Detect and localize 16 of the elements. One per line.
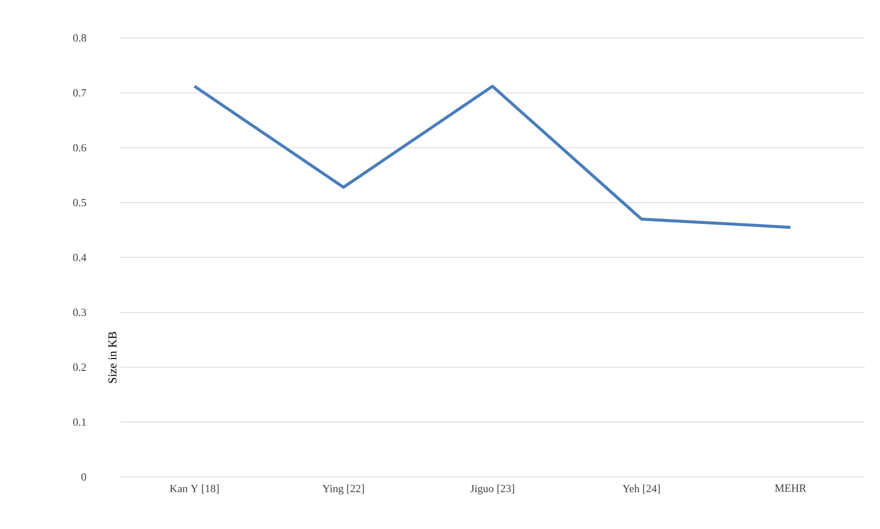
line-series [193, 84, 792, 229]
y-tick-label: 0.6 [73, 144, 86, 152]
y-tick-label: 0.8 [73, 34, 86, 42]
x-tick-label: Ying [22] [322, 484, 364, 494]
y-tick-label: 0.4 [73, 254, 86, 262]
x-tick-label: MEHR [774, 484, 806, 492]
y-tick-label: 0.7 [73, 89, 86, 97]
y-tick-label: 0.2 [73, 364, 86, 371]
y-tick-label: 0 [81, 473, 86, 481]
x-tick-label: Kan Y [18] [170, 484, 219, 494]
x-tick-label: Jiguo [23] [470, 484, 514, 494]
y-tick-label: 0.5 [73, 198, 86, 206]
x-tick-label: Yeh [24] [622, 484, 660, 494]
y-tick-label: 0.3 [73, 308, 86, 316]
y-axis-title: Size in KB [108, 332, 116, 383]
y-tick-label: 0.1 [73, 418, 86, 426]
